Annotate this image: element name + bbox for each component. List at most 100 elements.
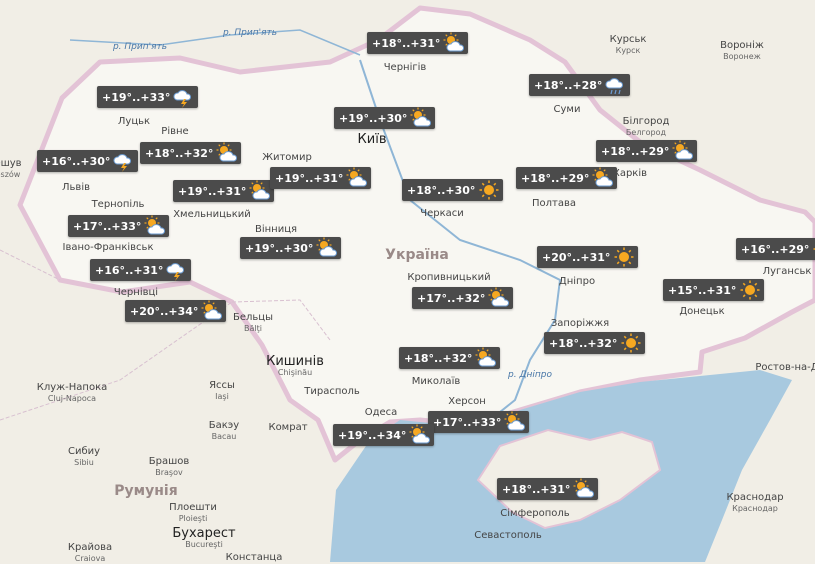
temperature-range: +20°..+31° [542,250,611,264]
place-name: Кропивницький [407,272,491,283]
place-label: Україна [385,247,449,263]
place-label: Бакэу Bacau [209,420,239,442]
place-label: Херсон [448,396,486,407]
weather-badge: +16°..+31° [90,259,192,281]
border [0,249,331,421]
place-label: Клуж-Напока Cluj-Napoca [37,382,108,404]
place-label: Краснодар Краснодар [726,492,783,514]
place-label: Сибиу Sibiu [68,446,100,468]
place-label: Полтава [532,198,576,209]
place-name: Брашов [148,456,190,467]
place-name: р. Дніпро [508,370,552,380]
place-alt-name: Cluj-Napoca [47,394,97,403]
place-label: Хмельницький [173,209,251,220]
place-label: Кишинів Chişinău [266,354,324,378]
place-name: Запоріжжя [550,318,610,329]
place-name: Луцьк [117,116,151,127]
river [359,59,562,421]
weather-badge: +17°..+33° [428,411,530,433]
weather-icon [672,140,694,160]
place-alt-name: Braşov [155,468,183,477]
weather-icon [410,107,432,127]
weather-badge: +16°..+29° [736,238,815,260]
place-label: Бухарест Bucureşti [172,526,236,550]
river [69,29,361,56]
place-name: Тирасполь [304,386,360,397]
place-label: Донецьк [679,306,724,317]
place-alt-name: Bacau [211,432,237,441]
place-name: Яссы [209,380,235,391]
weather-icon [249,180,271,200]
place-alt-name: Краснодар [732,504,778,513]
place-name: Бухарест [172,526,236,541]
place-name: Чернівці [113,287,159,298]
place-name: Україна [385,247,449,263]
weather-icon [113,154,132,172]
weather-icon [173,90,192,108]
weather-icon [488,287,510,307]
place-label: Чернівці [114,287,158,298]
place-label: ешувeszów [0,158,22,180]
place-alt-name: Курск [615,46,641,55]
weather-badge: +15°..+31° [663,279,765,301]
temperature-range: +18°..+32° [404,351,473,365]
temperature-range: +18°..+28° [534,78,603,92]
place-name: Бакэу [208,420,240,431]
weather-icon [592,167,614,187]
place-name: Дніпро [558,276,596,287]
place-label: Рівне [161,126,188,137]
temperature-range: +18°..+32° [549,336,618,350]
place-label: Севастополь [474,530,542,541]
weather-icon [573,478,595,498]
place-name: Крайова [67,542,113,553]
place-label: Тернопіль [92,199,145,210]
place-name: Сибиу [67,446,101,457]
place-label: Харків [613,168,647,179]
weather-icon [605,78,624,95]
place-name: Івано-Франківськ [62,242,154,253]
place-name: Бiлгород [622,116,670,127]
weather-badge: +19°..+33° [97,86,199,108]
place-label: Яссы Iaşi [209,380,235,402]
weather-badge: +18°..+32° [140,142,242,164]
place-name: Одеса [364,407,398,418]
weather-icon [144,215,166,235]
weather-badge: +19°..+34° [333,424,435,446]
place-label: Ростов-на-До [755,362,815,373]
place-name: Рівне [161,126,189,137]
place-name: Черкаси [420,208,464,219]
place-alt-name: Chişinău [277,368,313,377]
place-label: Бельцы Bălţi [233,312,273,334]
place-name: р. Прип'ять [112,42,168,52]
weather-badge: +18°..+32° [399,347,501,369]
temperature-range: +18°..+29° [521,171,590,185]
weather-icon [409,424,431,444]
place-label: р. Дніпро [508,370,552,381]
place-name: Кишинів [266,354,324,369]
weather-badge: +16°..+30° [37,150,139,172]
weather-badge: +17°..+32° [412,287,514,309]
place-alt-name: Bălţi [244,324,262,333]
place-label: Тирасполь [304,386,360,397]
place-name: Вінниця [254,224,298,235]
temperature-range: +15°..+31° [668,283,737,297]
place-label: Воронiж Воронеж [720,40,764,62]
weather-icon [614,247,634,267]
place-name: ешув [0,158,22,169]
place-name: Полтава [531,198,577,209]
place-label: Бiлгород Белгород [623,116,670,138]
place-label: Кропивницький [407,272,490,283]
place-label: Миколаїв [412,376,460,387]
temperature-range: +19°..+34° [338,428,407,442]
temperature-range: +19°..+31° [275,171,344,185]
place-name: Краснодар [726,492,784,503]
place-alt-name: Sibiu [74,458,94,467]
weather-icon [316,237,338,257]
place-name: р. Прип'ять [222,28,278,38]
place-name: Львів [62,182,90,193]
place-name: Тернопіль [91,199,145,210]
temperature-range: +19°..+30° [245,241,314,255]
place-label: Луганськ [763,266,812,277]
place-label: Івано-Франківськ [62,242,153,253]
